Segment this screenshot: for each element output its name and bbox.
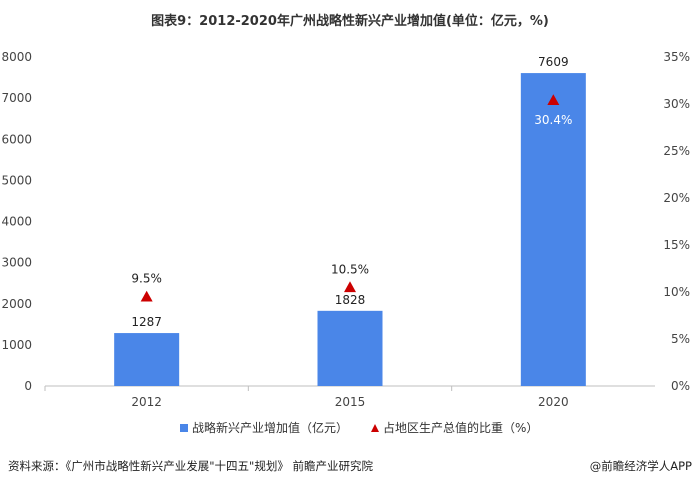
axes: 0 1000 2000 3000 4000 5000 6000 7000 8000 0% 5% 10%… [1, 50, 690, 409]
brand-credit: @前瞻经济学人APP [589, 459, 692, 473]
bar [114, 333, 180, 386]
legend-swatch-marker [371, 424, 379, 432]
legend-swatch-bar [180, 424, 188, 432]
left-axis-tick-label: 2000 [1, 297, 32, 311]
right-axis-tick-label: 10% [663, 285, 690, 299]
chart-title: 图表9：2012-2020年广州战略性新兴产业增加值(单位：亿元，%) [151, 14, 549, 29]
share-marker [140, 290, 153, 302]
right-axis-tick-label: 25% [663, 144, 690, 158]
legend-label-marker: 占地区生产总值的比重（%） [383, 420, 538, 435]
bar [520, 73, 586, 387]
left-axis-tick-label: 5000 [1, 173, 32, 187]
x-axis-tick-label: 2015 [335, 395, 366, 409]
bar-value-label: 7609 [538, 55, 569, 69]
right-axis-tick-label: 30% [663, 97, 690, 111]
left-axis-tick-label: 7000 [1, 91, 32, 105]
share-value-label: 30.4% [534, 113, 572, 127]
legend-label-bar: 战略新兴产业增加值（亿元） [192, 420, 348, 435]
source-note: 资料来源：《广州市战略性新兴产业发展"十四五"规划》 前瞻产业研究院 [8, 459, 373, 473]
left-axis-tick-label: 8000 [1, 50, 32, 64]
right-axis-tick-label: 35% [663, 50, 690, 64]
share-marker [547, 94, 560, 106]
left-axis-tick-label: 1000 [1, 338, 32, 352]
right-axis-tick-label: 20% [663, 191, 690, 205]
left-axis-tick-label: 0 [24, 379, 32, 393]
x-axis-tick-label: 2012 [131, 395, 162, 409]
bars: 1287 1828 7609 [114, 55, 586, 387]
right-axis-tick-label: 0% [671, 379, 690, 393]
share-value-label: 10.5% [331, 262, 369, 276]
bar-value-label: 1287 [131, 315, 162, 329]
left-axis-tick-label: 3000 [1, 256, 32, 270]
x-axis-tick-label: 2020 [538, 395, 569, 409]
share-value-label: 9.5% [131, 272, 162, 286]
left-axis-tick-label: 4000 [1, 215, 32, 229]
right-axis-tick-label: 5% [671, 332, 690, 346]
markers: 9.5% 10.5% 30.4% [131, 94, 572, 302]
bar [317, 310, 383, 386]
share-marker [344, 281, 356, 293]
left-axis-tick-label: 6000 [1, 132, 32, 146]
right-axis-tick-label: 15% [663, 238, 690, 252]
legend: 战略新兴产业增加值（亿元） 占地区生产总值的比重（%） [180, 420, 538, 435]
bar-value-label: 1828 [335, 293, 366, 307]
